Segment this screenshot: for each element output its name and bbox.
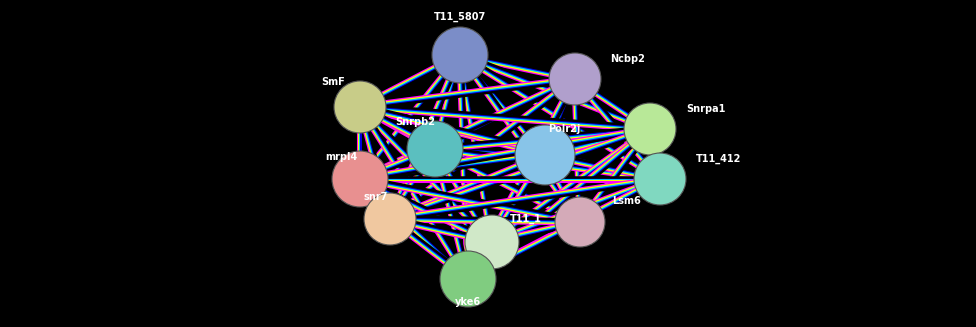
Ellipse shape	[334, 81, 386, 133]
Ellipse shape	[549, 53, 601, 105]
Ellipse shape	[364, 193, 416, 245]
Ellipse shape	[432, 27, 488, 83]
Text: Ncbp2: Ncbp2	[610, 54, 645, 64]
Ellipse shape	[515, 125, 575, 185]
Text: yke6: yke6	[455, 297, 481, 307]
Text: Snrpa1: Snrpa1	[686, 104, 725, 114]
Ellipse shape	[407, 121, 463, 177]
Text: T11_412: T11_412	[696, 154, 742, 164]
Text: SmF: SmF	[321, 77, 345, 87]
Ellipse shape	[440, 251, 496, 307]
Ellipse shape	[634, 153, 686, 205]
Text: Snrpb2: Snrpb2	[395, 117, 435, 127]
Ellipse shape	[624, 103, 676, 155]
Ellipse shape	[555, 197, 605, 247]
Ellipse shape	[465, 215, 519, 269]
Ellipse shape	[332, 151, 388, 207]
Text: Lsm6: Lsm6	[612, 196, 641, 206]
Text: T11_1: T11_1	[510, 214, 542, 224]
Text: snr7: snr7	[364, 192, 388, 202]
Text: T11_5807: T11_5807	[434, 12, 486, 22]
Text: Polr2j: Polr2j	[548, 124, 581, 134]
Text: mrpl4: mrpl4	[326, 152, 358, 162]
